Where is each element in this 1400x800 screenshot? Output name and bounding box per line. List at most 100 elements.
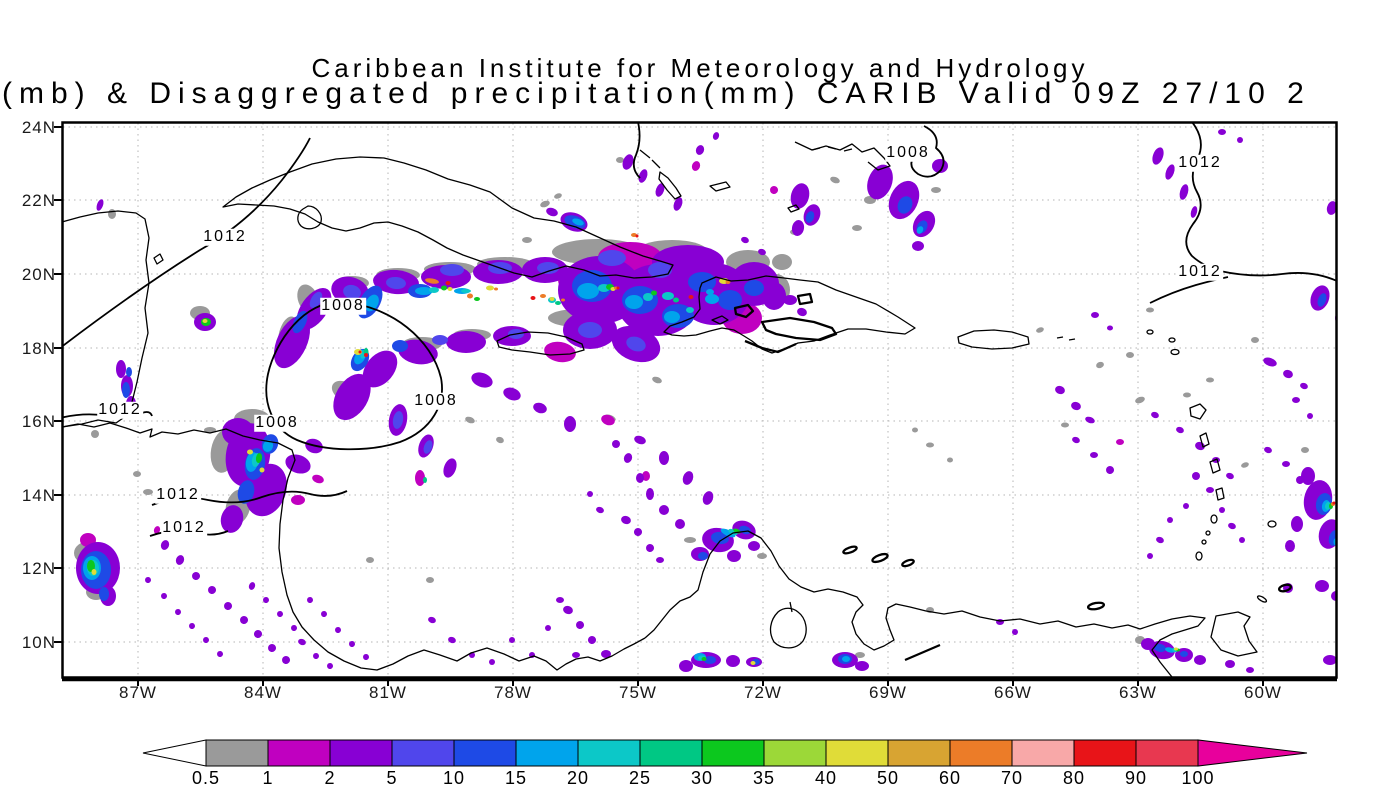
precip-blob — [1091, 312, 1099, 318]
colorbar-cell — [701, 739, 765, 767]
precip-blob — [425, 278, 439, 284]
precip-blob — [702, 491, 714, 505]
precip-blob — [659, 505, 669, 515]
colorbar-cell — [391, 739, 455, 767]
precip-blob — [830, 176, 840, 184]
precip-blob — [691, 161, 701, 171]
precip-blob — [471, 372, 493, 388]
precip-blob — [386, 276, 406, 290]
precip-blob — [684, 537, 696, 543]
coast-central-america — [63, 422, 646, 671]
precip-blob — [1085, 416, 1095, 424]
precip-blob — [426, 577, 434, 583]
precip-blob — [1285, 540, 1295, 552]
precip-blob — [262, 440, 274, 452]
colorbar-tick-label: 100 — [1181, 768, 1215, 788]
precip-blob — [445, 281, 451, 285]
precip-blob — [327, 663, 333, 669]
coast-bahamas-cays — [639, 146, 853, 213]
precip-blob — [1228, 522, 1236, 530]
precip-blob — [852, 225, 862, 231]
lon-tick-label: 78W — [494, 683, 532, 702]
precip-blob — [1393, 189, 1400, 197]
precip-blob — [596, 506, 604, 514]
precip-blob — [217, 651, 223, 657]
precip-blob — [363, 654, 369, 660]
precip-blob — [772, 254, 792, 270]
precip-blob — [465, 416, 475, 424]
precip-blob — [1090, 452, 1098, 458]
precip-blob — [474, 297, 480, 301]
coast-trinidad — [1210, 611, 1258, 657]
precip-blob — [621, 515, 631, 525]
precip-blob — [366, 557, 374, 563]
coast-bahamas-crooked — [709, 181, 731, 192]
pressure-contour-label: 1008 — [320, 296, 366, 315]
colorbar-cell — [1011, 739, 1075, 767]
coast-hispaniola — [663, 275, 916, 354]
precip-blob — [1323, 655, 1336, 665]
precip-blob — [446, 331, 486, 353]
precip-blob — [688, 272, 716, 292]
coastlines — [63, 141, 1277, 677]
precip-blob — [428, 616, 436, 624]
precip-blob — [540, 200, 550, 208]
precip-blob — [643, 293, 653, 301]
precip-blob — [750, 661, 756, 665]
precip-blob — [1239, 537, 1245, 543]
precip-blob — [601, 414, 615, 426]
bold-hispaniola-interior-3 — [796, 292, 814, 306]
precip-blob — [321, 611, 327, 617]
colorbar-tick-label: 90 — [1124, 768, 1148, 788]
colorbar-tick-label: 2 — [324, 768, 336, 788]
precip-blob — [1165, 164, 1175, 180]
precip-blob — [563, 605, 573, 615]
precip-blob — [1241, 462, 1249, 468]
precip-blob — [572, 218, 584, 226]
precip-blob — [758, 248, 766, 256]
precip-blob — [432, 335, 448, 345]
precip-blob — [698, 552, 708, 560]
precip-blob — [285, 454, 311, 474]
coast-tobago — [1256, 595, 1268, 603]
precip-blob — [673, 197, 683, 211]
precip-blob — [601, 650, 611, 658]
precip-blob — [1339, 650, 1349, 658]
coast-antigua — [1170, 348, 1180, 356]
precip-blob — [335, 627, 341, 633]
precip-blob — [441, 285, 447, 291]
colorbar-tick-label: 70 — [1000, 768, 1024, 788]
precip-blob — [1251, 337, 1259, 343]
precip-blob — [126, 367, 132, 377]
precip-blob — [447, 287, 453, 291]
precip-blob — [931, 187, 941, 193]
precip-blob — [161, 593, 167, 599]
precip-blob — [544, 341, 576, 363]
lat-tick-label: 16N — [21, 412, 56, 431]
precip-blob — [616, 157, 624, 163]
precip-blob — [489, 659, 495, 665]
precip-blob — [248, 582, 256, 590]
pressure-contour-label: 1008 — [885, 143, 931, 162]
precip-blob — [282, 656, 290, 664]
precip-blob — [1036, 327, 1044, 333]
precip-blob — [867, 164, 893, 200]
bold-curacao — [871, 552, 889, 564]
precip-blob — [576, 621, 584, 629]
precip-blob — [626, 336, 646, 352]
colorbar-cell — [515, 739, 579, 767]
precip-blob — [1151, 411, 1159, 419]
precip-blob — [1055, 385, 1065, 395]
precip-blob — [423, 477, 427, 483]
precip-blob — [291, 625, 297, 631]
colorbar-tick-label: 1 — [262, 768, 274, 788]
precip-blob — [664, 311, 680, 323]
precip-blob — [622, 154, 634, 170]
precip-blob — [1317, 293, 1327, 307]
precip-blob — [577, 283, 599, 299]
lat-tick-label: 10N — [21, 633, 56, 652]
precip-blob — [1206, 377, 1214, 383]
colorbar-tick-label: 25 — [628, 768, 652, 788]
pressure-contour-label: 1012 — [1177, 262, 1223, 281]
precip-blob — [572, 652, 580, 658]
